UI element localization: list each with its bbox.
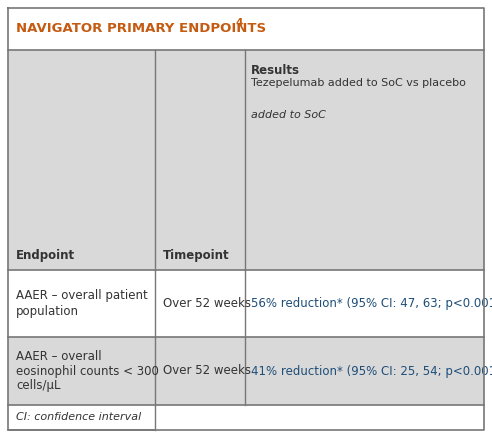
Bar (8, 8, 484, 50)
Bar (8, 405, 155, 430)
Text: AAER – overall patient
population: AAER – overall patient population (16, 289, 148, 318)
Bar (8, 270, 484, 337)
Text: 56% reduction* (95% CI: 47, 63; p<0.001): 56% reduction* (95% CI: 47, 63; p<0.001) (251, 297, 492, 310)
Text: Tezepelumab added to SoC vs placebo: Tezepelumab added to SoC vs placebo (251, 78, 466, 88)
Text: AAER – overall
eosinophil counts < 300
cells/μL: AAER – overall eosinophil counts < 300 c… (16, 350, 159, 392)
Text: added to SoC: added to SoC (251, 110, 326, 120)
Text: Endpoint: Endpoint (16, 249, 75, 262)
Bar (8, 50, 484, 270)
Text: 41% reduction* (95% CI: 25, 54; p<0.001): 41% reduction* (95% CI: 25, 54; p<0.001) (251, 364, 492, 378)
Text: CI: confidence interval: CI: confidence interval (16, 413, 141, 423)
Text: Timepoint: Timepoint (163, 249, 230, 262)
Text: 4: 4 (236, 18, 244, 28)
Text: NAVIGATOR PRIMARY ENDPOINTS: NAVIGATOR PRIMARY ENDPOINTS (16, 22, 266, 35)
Bar (8, 337, 484, 405)
Text: Results: Results (251, 64, 300, 77)
Text: Over 52 weeks: Over 52 weeks (163, 297, 251, 310)
Text: Over 52 weeks: Over 52 weeks (163, 364, 251, 378)
